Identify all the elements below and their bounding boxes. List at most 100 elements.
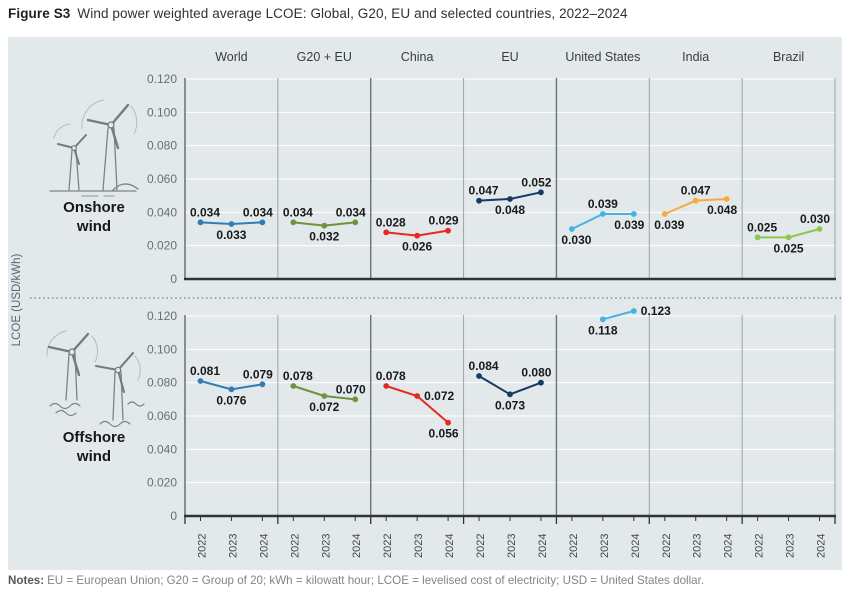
data-point-label: 0.034 xyxy=(283,205,313,219)
year-tick-label: 2024 xyxy=(816,534,828,558)
offshore-wind-turbines-icon xyxy=(46,330,145,428)
column-header-united-states: United States xyxy=(565,50,640,64)
data-point xyxy=(228,386,235,393)
year-tick-label: 2024 xyxy=(723,534,735,558)
data-point xyxy=(352,219,359,226)
column-header-brazil: Brazil xyxy=(773,50,804,64)
data-point-label: 0.056 xyxy=(429,427,459,441)
data-point-label: 0.070 xyxy=(336,382,366,396)
data-point xyxy=(321,222,328,229)
data-point-label: 0.047 xyxy=(469,184,499,198)
data-point-label: 0.123 xyxy=(641,304,671,318)
year-tick-label: 2024 xyxy=(351,534,363,558)
data-point-label: 0.028 xyxy=(376,215,406,229)
data-point xyxy=(445,227,451,234)
data-point xyxy=(383,229,390,236)
y-tick-label: 0.040 xyxy=(147,205,177,219)
year-tick-label: 2022 xyxy=(475,534,487,558)
data-point xyxy=(228,221,235,227)
data-point-label: 0.072 xyxy=(309,400,339,414)
series-line xyxy=(601,310,635,321)
data-point-label: 0.034 xyxy=(243,205,273,219)
y-tick-label: 0 xyxy=(170,272,177,286)
data-point-label: 0.079 xyxy=(243,367,273,381)
figure-title: Figure S3 Wind power weighted average LCO… xyxy=(8,6,628,21)
data-point-label: 0.072 xyxy=(424,389,454,403)
data-point-label: 0.073 xyxy=(495,398,525,412)
data-point xyxy=(507,391,513,398)
data-point-label: 0.025 xyxy=(747,220,777,234)
data-point xyxy=(414,393,421,399)
data-point-label: 0.030 xyxy=(800,212,830,226)
y-axis-label: LCOE (USD/kWh) xyxy=(11,254,23,347)
column-header-eu: EU xyxy=(501,50,518,64)
y-tick-label: 0.040 xyxy=(147,442,177,456)
data-point xyxy=(754,234,761,241)
data-point-label: 0.030 xyxy=(561,233,591,247)
year-tick-label: 2023 xyxy=(599,534,611,558)
data-point xyxy=(290,383,297,389)
y-tick-label: 0.100 xyxy=(147,342,177,356)
year-tick-label: 2024 xyxy=(444,534,456,558)
column-header-world: World xyxy=(215,50,247,64)
data-point xyxy=(661,211,668,217)
lcoe-chart-svg: World G20 + EU China EU United States India Br… xyxy=(8,37,842,570)
onshore-wind-turbines-icon xyxy=(49,99,139,197)
data-point-label: 0.039 xyxy=(614,218,644,232)
year-tick-label: 2024 xyxy=(537,534,549,558)
data-point xyxy=(445,419,451,426)
data-point-label: 0.081 xyxy=(190,364,220,378)
notes: Notes: EU = European Union; G20 = Group o… xyxy=(8,574,846,587)
year-tick-label: 2023 xyxy=(227,534,239,558)
year-tick-label: 2023 xyxy=(506,534,518,558)
year-tick-label: 2023 xyxy=(413,534,425,558)
data-point xyxy=(352,396,359,403)
data-point-label: 0.025 xyxy=(774,241,804,255)
data-point xyxy=(414,232,421,239)
data-point-label: 0.048 xyxy=(495,203,525,217)
data-point xyxy=(599,316,606,323)
data-point-label: 0.034 xyxy=(336,205,366,219)
year-tick-label: 2022 xyxy=(196,534,208,558)
data-point xyxy=(383,383,390,389)
data-point xyxy=(321,393,328,399)
y-tick-label: 0.080 xyxy=(147,139,177,153)
data-point-label: 0.084 xyxy=(469,359,499,373)
data-point-label: 0.118 xyxy=(588,323,618,337)
column-header-india: India xyxy=(682,50,709,64)
data-point xyxy=(538,189,544,196)
data-point-label: 0.034 xyxy=(190,205,220,219)
data-point xyxy=(785,234,792,241)
notes-text: EU = European Union; G20 = Group of 20; … xyxy=(47,574,705,587)
data-point-label: 0.026 xyxy=(402,240,432,254)
y-tick-label: 0 xyxy=(170,509,177,523)
row-label-offshore-wind: wind xyxy=(76,448,111,465)
year-tick-label: 2023 xyxy=(320,534,332,558)
y-tick-label: 0.120 xyxy=(147,309,177,323)
y-tick-label: 0.020 xyxy=(147,476,177,490)
data-point xyxy=(476,197,482,204)
year-tick-label: 2022 xyxy=(754,534,766,558)
data-point-label: 0.029 xyxy=(429,214,459,228)
year-tick-label: 2024 xyxy=(258,534,270,558)
data-point xyxy=(630,211,637,217)
data-point-label: 0.039 xyxy=(588,197,618,211)
data-point-label: 0.039 xyxy=(654,218,684,232)
data-point-label: 0.078 xyxy=(376,369,406,383)
data-point xyxy=(259,219,266,226)
year-tick-label: 2022 xyxy=(661,534,673,558)
column-header-china: China xyxy=(401,50,434,64)
row-label-onshore-wind: wind xyxy=(76,218,111,235)
figure-title-text: Wind power weighted average LCOE: Global… xyxy=(77,6,628,21)
data-point-label: 0.076 xyxy=(216,393,246,407)
year-tick-label: 2024 xyxy=(630,534,642,558)
y-tick-label: 0.060 xyxy=(147,172,177,186)
data-point xyxy=(692,197,699,204)
data-point xyxy=(816,226,823,232)
y-tick-label: 0.020 xyxy=(147,239,177,253)
data-point xyxy=(197,219,204,226)
data-point-label: 0.033 xyxy=(216,228,246,242)
y-tick-label: 0.080 xyxy=(147,376,177,390)
y-tick-label: 0.060 xyxy=(147,409,177,423)
